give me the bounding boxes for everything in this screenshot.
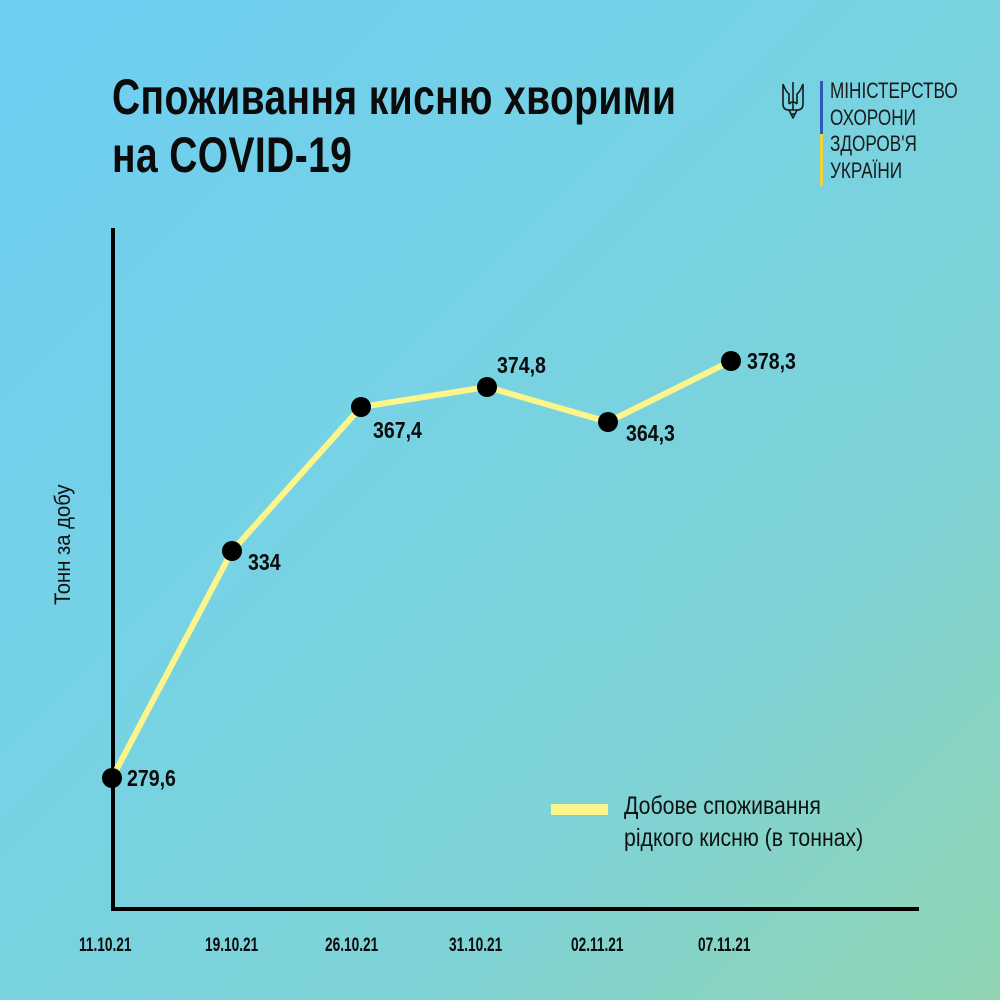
ministry-name-line: ОХОРОНИ [830, 104, 916, 130]
x-tick-label: 19.10.21 [205, 934, 258, 956]
ministry-name-line: ЗДОРОВ'Я [830, 131, 917, 156]
chart-title: Споживання кисню хворими на COVID-19 [112, 68, 676, 184]
data-point-marker[interactable] [477, 377, 497, 397]
x-tick-label: 07.11.21 [698, 934, 750, 956]
data-point-label: 279,6 [127, 766, 176, 792]
data-point-label: 334 [248, 550, 281, 576]
chart-title-line-2: на COVID-19 [112, 127, 353, 183]
ministry-name-line: УКРАЇНИ [830, 157, 903, 183]
legend-label: Добове споживання рідкого кисню (в тонна… [624, 790, 863, 854]
data-point-marker[interactable] [721, 351, 741, 371]
data-point-label: 374,8 [497, 353, 546, 379]
x-tick-label: 02.11.21 [571, 934, 623, 956]
data-point-marker[interactable] [102, 768, 122, 788]
data-point-marker[interactable] [222, 541, 242, 561]
data-point-marker[interactable] [351, 397, 371, 417]
data-point-marker[interactable] [598, 412, 618, 432]
logo-yellow-bar [820, 134, 823, 186]
legend-line-swatch [551, 804, 608, 815]
chart-title-line-1: Споживання кисню хворими [112, 69, 677, 125]
x-tick-label: 26.10.21 [325, 934, 378, 956]
legend-label-line-1: Добове споживання [624, 792, 821, 820]
ministry-logo: МІНІСТЕРСТВО ОХОРОНИ ЗДОРОВ'Я УКРАЇНИ [780, 78, 980, 193]
trident-icon [782, 82, 804, 119]
data-point-label: 364,3 [626, 421, 675, 447]
x-tick-label: 11.10.21 [79, 934, 131, 956]
logo-blue-bar [820, 81, 823, 134]
data-point-label: 367,4 [373, 418, 422, 444]
data-point-label: 378,3 [747, 349, 796, 375]
series-line [109, 358, 734, 781]
x-tick-label: 31.10.21 [449, 934, 502, 956]
ministry-name: МІНІСТЕРСТВО ОХОРОНИ ЗДОРОВ'Я УКРАЇНИ [830, 78, 958, 184]
legend-label-line-2: рідкого кисню (в тоннах) [624, 824, 864, 852]
ministry-name-line: МІНІСТЕРСТВО [830, 78, 958, 103]
